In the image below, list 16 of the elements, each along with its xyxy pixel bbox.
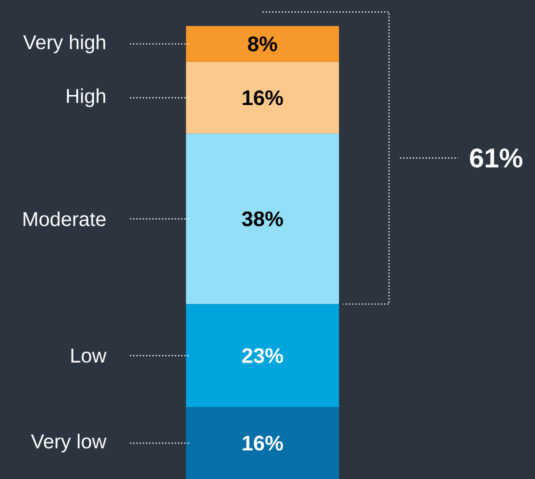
bar (186, 62, 340, 134)
bar (186, 407, 340, 479)
data-label: 16% (242, 436, 283, 451)
bar (186, 26, 340, 62)
text: Low (71, 348, 107, 363)
data-label: 23% (242, 348, 283, 364)
data-label: 16% (242, 90, 283, 106)
text: 61% (470, 148, 522, 168)
text: Moderate (24, 212, 106, 226)
data-label: 8% (248, 36, 278, 52)
bar (186, 304, 340, 408)
bar (186, 134, 340, 304)
text: Very low (30, 434, 106, 452)
text: Very high (23, 34, 106, 54)
data-label: 38% (242, 211, 283, 226)
text: High (66, 88, 106, 108)
